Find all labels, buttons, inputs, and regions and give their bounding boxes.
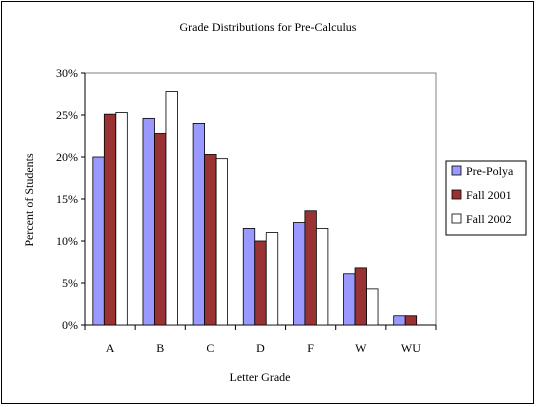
bar xyxy=(242,227,256,326)
bar xyxy=(315,227,329,326)
y-tick-label: 30% xyxy=(56,66,78,80)
plot-area: 0% 5% 10% 15% 20% 25% 30% A B C D F W WU xyxy=(56,66,437,355)
bar xyxy=(103,113,117,326)
x-tick-label: D xyxy=(256,341,265,355)
legend-swatch xyxy=(451,213,462,224)
x-tick-label: F xyxy=(307,341,314,355)
bar xyxy=(292,222,306,326)
bar xyxy=(254,240,267,326)
bar xyxy=(393,315,406,326)
bar xyxy=(366,288,379,326)
bar xyxy=(354,267,367,326)
y-tick-label: 25% xyxy=(56,108,78,122)
x-tick-label: B xyxy=(156,341,164,355)
y-tick-label: 20% xyxy=(56,150,78,164)
bar xyxy=(92,156,105,326)
bar xyxy=(154,133,167,326)
bar xyxy=(215,158,229,326)
legend-label: Fall 2001 xyxy=(466,188,512,202)
bar xyxy=(204,154,217,326)
bar xyxy=(142,117,155,326)
y-axis-label: Percent of Students xyxy=(22,153,36,247)
y-tick-label: 0% xyxy=(62,318,78,332)
legend-label: Pre-Polya xyxy=(466,164,514,178)
bar xyxy=(115,112,128,326)
x-tick-label: A xyxy=(106,341,115,355)
y-tick-label: 10% xyxy=(56,234,78,248)
legend-swatch xyxy=(451,165,462,176)
bar xyxy=(192,123,206,326)
bar xyxy=(165,91,178,326)
x-tick-label: W xyxy=(355,341,367,355)
chart-title: Grade Distributions for Pre-Calculus xyxy=(180,20,357,34)
legend: Pre-Polya Fall 2001 Fall 2002 xyxy=(445,160,527,236)
bar xyxy=(404,315,418,326)
y-tick-label: 5% xyxy=(62,276,78,290)
bar xyxy=(304,210,317,326)
x-tick-label: C xyxy=(206,341,214,355)
y-tick-label: 15% xyxy=(56,192,78,206)
legend-swatch xyxy=(451,189,462,200)
legend-label: Fall 2002 xyxy=(466,212,512,226)
x-axis-label: Letter Grade xyxy=(230,370,291,384)
bar xyxy=(343,273,356,326)
bar xyxy=(265,232,279,326)
x-tick-label: WU xyxy=(401,341,421,355)
